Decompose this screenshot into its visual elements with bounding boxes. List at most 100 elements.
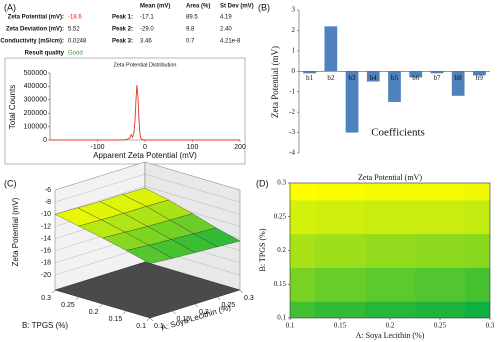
- contour-cell: [365, 301, 416, 318]
- panel-label: (C): [4, 178, 17, 188]
- x-tick-label: b8: [455, 74, 463, 82]
- x-tick-label: 0.3: [486, 322, 495, 330]
- x-tick-label: 0.1: [286, 322, 295, 330]
- z-axis-label: Zeta Potential (mV): [11, 197, 20, 266]
- grid-line: [54, 186, 241, 215]
- contour-cell: [365, 199, 416, 235]
- peak-column: St Dev (mV): [220, 4, 254, 10]
- y-tick-label: -1: [289, 87, 295, 95]
- summary-value: 0.0248: [68, 39, 87, 45]
- x-tick-label: b3: [349, 74, 357, 82]
- y-tick-label: -2: [289, 108, 295, 116]
- floor: [54, 261, 241, 319]
- x-tick-label: b9: [476, 74, 484, 82]
- y-tick-label: -3: [289, 128, 295, 136]
- x-tick-label: 0.15: [177, 316, 191, 323]
- y-tick-label: 0.3: [41, 295, 51, 302]
- bar: [473, 71, 486, 76]
- peak-cell: 4.19: [220, 15, 232, 21]
- summary-name: Zeta Potential (mV):: [8, 15, 64, 21]
- bar: [303, 71, 316, 74]
- y-axis-label: Total Counts: [8, 85, 17, 129]
- bar: [345, 71, 359, 133]
- x-tick-label: 0.1: [154, 323, 164, 330]
- line-series: [50, 85, 240, 141]
- x-tick: [194, 303, 199, 308]
- z-tick-label: -18: [41, 260, 51, 267]
- surface-patch: [125, 245, 173, 264]
- bar: [324, 26, 338, 72]
- summary-value: -18.6: [68, 15, 82, 21]
- x-tick: [149, 317, 154, 322]
- y-axis-label: B: TPGS (%): [258, 228, 267, 271]
- y-tick-label: 0.15: [109, 316, 123, 323]
- x-axis-label: A: Soya Lecithin (%): [356, 331, 425, 340]
- contour-cell: [415, 183, 466, 201]
- y-tick-label: 0.1: [136, 323, 146, 330]
- bar: [366, 71, 380, 82]
- x-axis-label: Apparent Zeta Potential (mV): [93, 151, 197, 160]
- contour-cell: [465, 233, 490, 268]
- x-tick-label: 200: [234, 144, 246, 151]
- x-tick-label: 0.2: [386, 322, 395, 330]
- y-tick-label: 200000: [24, 110, 47, 117]
- x-tick: [239, 289, 244, 294]
- peak-cell: 3.46: [140, 39, 152, 45]
- chart-title: Zeta Potential (mV): [358, 173, 422, 182]
- x-tick-label: b4: [370, 74, 378, 82]
- summary-name: Result quality: [25, 51, 65, 57]
- bar: [388, 71, 401, 102]
- contour-cell: [465, 183, 490, 201]
- y-tick-label: 100000: [24, 123, 47, 130]
- x-tick-label: -100: [90, 144, 104, 151]
- x-tick: [172, 310, 176, 315]
- z-tick-label: -12: [41, 223, 51, 230]
- contour-cell: [290, 301, 316, 318]
- contour-cell: [465, 199, 490, 235]
- y-tick-label: 0: [43, 137, 47, 144]
- chart-frame: [4, 57, 246, 165]
- z-tick-label: -16: [41, 248, 51, 255]
- summary-name: Conductivity (mS/cm):: [0, 39, 64, 45]
- x-tick: [217, 296, 221, 301]
- x-tick-label: 100: [187, 144, 199, 151]
- contour-cell: [365, 233, 416, 268]
- z-tick-label: -8: [45, 199, 51, 206]
- grid-line: [54, 161, 241, 191]
- z-tick-label: -10: [41, 211, 51, 218]
- y-tick-label: 0.25: [61, 302, 75, 309]
- contour-cell: [365, 267, 416, 302]
- contour-cell: [315, 301, 366, 318]
- grid-line: [54, 173, 241, 203]
- y-tick: [123, 310, 127, 315]
- peak-name: Peak 1:: [112, 15, 133, 21]
- y-tick-label: 0.3: [277, 179, 286, 187]
- peak-column: Mean (mV): [140, 4, 170, 10]
- contour-cell: [315, 199, 366, 235]
- panel-label: (B): [258, 2, 270, 12]
- peak-name: Peak 3:: [112, 39, 133, 45]
- contour-cell: [415, 267, 466, 302]
- y-tick: [75, 296, 79, 301]
- y-tick-label: 2: [292, 26, 296, 34]
- x-tick-label: 0.25: [434, 322, 447, 330]
- x-tick-label: 0: [143, 144, 147, 151]
- peak-cell: 2.40: [220, 27, 232, 33]
- y-tick-label: -4: [289, 149, 295, 157]
- y-tick-label: 300000: [24, 97, 47, 104]
- contour-cell: [290, 199, 316, 235]
- z-tick-label: -6: [45, 187, 51, 194]
- y-tick-label: 1: [292, 46, 296, 54]
- x-tick-label: b6: [412, 74, 420, 82]
- heatmap: [290, 183, 490, 318]
- y-tick-label: 3: [292, 6, 296, 14]
- panel-label: (A): [4, 2, 16, 12]
- contour-cell: [315, 267, 366, 302]
- y-tick-label: 0.1: [277, 314, 286, 322]
- peak-cell: 4.21e-8: [220, 39, 241, 45]
- z-tick-label: -20: [41, 272, 51, 279]
- contour-cell: [315, 233, 366, 268]
- contour-cell: [415, 199, 466, 235]
- x-tick-label: 0.25: [222, 302, 236, 309]
- summary-value: 5.52: [68, 27, 80, 33]
